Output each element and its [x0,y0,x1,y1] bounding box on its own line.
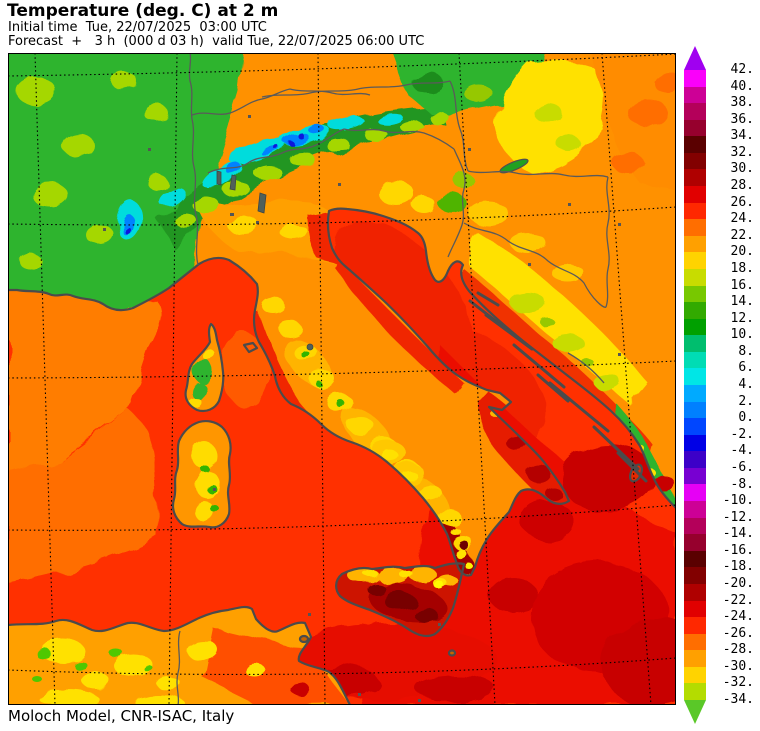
graticule [7,52,677,706]
colorbar-label: 40. [730,78,754,94]
colorbar-label: 24. [730,211,754,227]
colorbar-segment [684,351,706,369]
colorbar-segment [684,70,706,87]
colorbar-label: 34. [730,128,754,144]
colorbar-segment [684,517,706,535]
lakes [216,170,314,351]
colorbar-label: 6. [738,360,754,376]
colorbar-segment [684,501,706,518]
colorbar-label: 10. [730,327,754,343]
colorbar-label: -12. [722,509,754,525]
colorbar-labels: 42. 40. 38. 36. 34. 32. 30. 28. 26. 24. 22. 20. 18. 1… [710,0,756,731]
weather-map [6,52,711,708]
colorbar-segment [684,302,706,319]
colorbar-arrow-up [684,46,706,70]
colorbar-label: 2. [738,393,754,409]
colorbar-label: -8. [730,476,754,492]
colorbar-label: 12. [730,310,754,326]
colorbar [684,70,706,700]
colorbar-arrow-up-shape [684,46,706,70]
colorbar-segment [684,268,706,286]
colorbar-segment [684,633,706,651]
colorbar-segment [684,683,706,700]
country-borders [176,52,610,706]
colorbar-segment [684,567,706,584]
colorbar-label: 16. [730,277,754,293]
colorbar-label: -24. [722,609,754,625]
colorbar-label: -18. [722,559,754,575]
colorbar-segment [684,484,706,502]
alps-cold-ridges [117,113,450,241]
colorbar-segment [684,152,706,170]
colorbar-segment [684,368,706,385]
colorbar-label: -4. [730,443,754,459]
colorbar-label: -34. [722,692,754,708]
colorbar-label: 26. [730,194,754,210]
colorbar-label: 28. [730,178,754,194]
colorbar-segment [684,434,706,452]
colorbar-segment [684,86,706,104]
colorbar-segment [684,384,706,402]
colorbar-label: -32. [722,675,754,691]
colorbar-segment [684,650,706,667]
colorbar-label: 20. [730,244,754,260]
colorbar-segment [684,119,706,137]
colorbar-segment [684,617,706,634]
colorbar-label: -6. [730,459,754,475]
colorbar-label: 30. [730,161,754,177]
initial-time-line: Initial time Tue, 22/07/2025 03:00 UTC [8,20,267,35]
colorbar-label: -16. [722,542,754,558]
colorbar-segment [684,186,706,203]
colorbar-segment [684,600,706,618]
colorbar-segment [684,285,706,303]
colorbar-label: 14. [730,294,754,310]
colorbar-segment [684,583,706,601]
colorbar-label: 36. [730,111,754,127]
model-credit: Moloch Model, CNR-ISAC, Italy [8,707,235,725]
colorbar-segment [684,235,706,253]
colorbar-segment [684,467,706,485]
colorbar-segment [684,202,706,220]
colorbar-label: -10. [722,493,754,509]
colorbar-label: -2. [730,426,754,442]
forecast-line: Forecast + 3 h (000 d 03 h) valid Tue, 2… [8,34,425,49]
map-panel [6,52,711,708]
colorbar-segment [684,136,706,153]
colorbar-segment [684,219,706,236]
map-frame [8,53,676,705]
page-title: Temperature (deg. C) at 2 m [7,1,279,21]
colorbar-label: 4. [738,377,754,393]
colorbar-arrow-down [684,700,706,724]
colorbar-label: -14. [722,526,754,542]
colorbar-label: -28. [722,642,754,658]
colorbar-label: 0. [738,410,754,426]
colorbar-label: -26. [722,625,754,641]
colorbar-label: 18. [730,260,754,276]
colorbar-segment [684,401,706,419]
colorbar-segment [684,550,706,568]
colorbar-label: 22. [730,227,754,243]
colorbar-label: 32. [730,144,754,160]
colorbar-label: -22. [722,592,754,608]
colorbar-segment [684,318,706,336]
colorbar-segment [684,252,706,269]
colorbar-segment [684,418,706,435]
colorbar-label: -20. [722,575,754,591]
dalmatian-islands [468,291,648,483]
colorbar-label: 38. [730,95,754,111]
colorbar-segment [684,666,706,684]
colorbar-label: -30. [722,658,754,674]
map-specks [103,115,621,702]
colorbar-label: 8. [738,343,754,359]
colorbar-segment [684,451,706,468]
colorbar-arrow-down-shape [684,700,706,724]
colorbar-label: 42. [730,62,754,77]
colorbar-segment [684,534,706,551]
colorbar-segment [684,103,706,120]
colorbar-segment [684,169,706,187]
colorbar-segment [684,335,706,352]
